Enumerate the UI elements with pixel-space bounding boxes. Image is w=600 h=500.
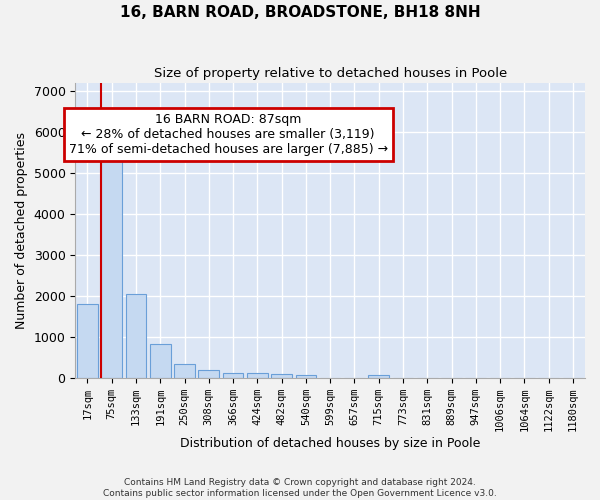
Text: 16 BARN ROAD: 87sqm
← 28% of detached houses are smaller (3,119)
71% of semi-det: 16 BARN ROAD: 87sqm ← 28% of detached ho… [68,112,388,156]
Bar [125,294,146,378]
Title: Size of property relative to detached houses in Poole: Size of property relative to detached ho… [154,68,507,80]
Bar [77,304,98,378]
Bar [296,375,316,378]
Bar [174,364,195,378]
Text: Contains HM Land Registry data © Crown copyright and database right 2024.
Contai: Contains HM Land Registry data © Crown c… [103,478,497,498]
Y-axis label: Number of detached properties: Number of detached properties [15,132,28,329]
Bar [271,374,292,378]
Bar [150,344,170,378]
X-axis label: Distribution of detached houses by size in Poole: Distribution of detached houses by size … [180,437,481,450]
Bar [368,375,389,378]
Text: 16, BARN ROAD, BROADSTONE, BH18 8NH: 16, BARN ROAD, BROADSTONE, BH18 8NH [119,5,481,20]
Bar [101,140,122,378]
Bar [199,370,219,378]
Bar [247,374,268,378]
Bar [223,373,244,378]
